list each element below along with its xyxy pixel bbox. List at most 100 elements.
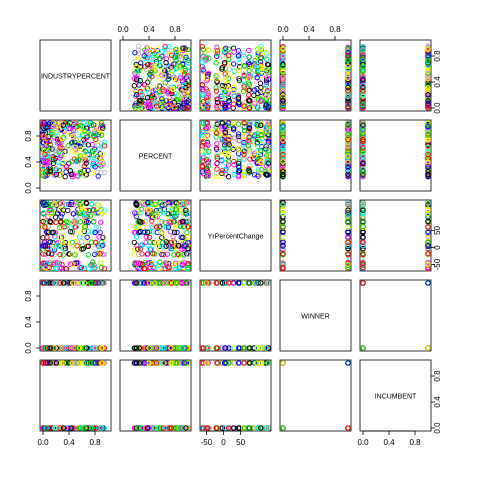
data-point bbox=[150, 251, 156, 257]
data-point bbox=[160, 251, 166, 258]
data-point bbox=[222, 77, 228, 83]
data-point bbox=[345, 142, 351, 148]
data-point bbox=[235, 95, 242, 101]
data-point bbox=[204, 133, 210, 140]
data-point bbox=[136, 67, 142, 74]
data-point bbox=[425, 169, 431, 175]
data-point bbox=[60, 218, 66, 224]
data-point bbox=[219, 173, 225, 180]
data-point bbox=[259, 137, 265, 143]
data-point bbox=[80, 211, 87, 217]
data-point bbox=[345, 245, 351, 252]
data-point bbox=[97, 243, 103, 249]
data-point bbox=[241, 136, 247, 142]
data-point bbox=[264, 128, 270, 134]
data-point bbox=[42, 151, 48, 158]
data-point bbox=[67, 228, 74, 235]
data-point bbox=[97, 251, 103, 257]
data-point bbox=[92, 164, 98, 170]
data-point bbox=[48, 251, 55, 257]
data-point bbox=[345, 136, 351, 143]
data-point bbox=[214, 99, 221, 106]
data-point bbox=[425, 126, 431, 132]
data-point bbox=[225, 174, 232, 180]
data-point bbox=[40, 139, 46, 146]
data-point bbox=[145, 62, 151, 68]
data-point bbox=[68, 201, 74, 208]
data-point bbox=[185, 67, 191, 73]
data-point bbox=[167, 246, 174, 252]
data-point bbox=[345, 120, 351, 126]
data-point bbox=[360, 52, 366, 58]
data-point bbox=[184, 229, 190, 236]
panel-2-1 bbox=[119, 199, 192, 272]
data-point bbox=[258, 159, 265, 166]
data-point bbox=[185, 211, 191, 217]
data-point bbox=[153, 240, 159, 246]
data-point bbox=[263, 125, 269, 131]
data-point bbox=[360, 127, 366, 134]
data-point bbox=[214, 74, 220, 80]
data-point bbox=[173, 207, 179, 213]
data-point bbox=[96, 234, 102, 240]
data-point bbox=[280, 88, 286, 94]
data-point bbox=[263, 171, 270, 177]
data-point bbox=[255, 52, 261, 58]
data-point bbox=[241, 130, 247, 137]
data-point bbox=[241, 133, 247, 139]
data-point bbox=[219, 167, 226, 174]
data-point bbox=[200, 46, 206, 53]
data-point bbox=[241, 82, 247, 88]
data-point bbox=[99, 159, 105, 165]
data-point bbox=[159, 96, 165, 102]
data-point bbox=[200, 129, 206, 136]
data-point bbox=[176, 65, 182, 72]
data-point bbox=[265, 144, 271, 150]
data-point bbox=[135, 50, 142, 57]
data-point bbox=[235, 164, 242, 170]
data-point bbox=[83, 149, 89, 155]
data-point bbox=[77, 206, 83, 212]
data-point bbox=[101, 265, 108, 272]
data-point bbox=[85, 142, 92, 148]
data-point bbox=[280, 159, 286, 165]
data-point bbox=[77, 143, 83, 149]
data-point bbox=[47, 239, 53, 245]
data-point bbox=[59, 200, 66, 206]
data-point bbox=[235, 53, 242, 59]
data-point bbox=[185, 74, 191, 80]
data-point bbox=[70, 211, 77, 217]
data-point bbox=[345, 88, 351, 94]
data-point bbox=[241, 156, 248, 163]
data-point bbox=[182, 242, 188, 248]
data-point bbox=[205, 47, 212, 53]
data-point bbox=[173, 66, 179, 72]
data-point bbox=[185, 64, 191, 71]
data-point bbox=[68, 243, 74, 249]
data-point bbox=[185, 84, 191, 90]
data-point bbox=[88, 122, 95, 129]
data-point bbox=[86, 265, 92, 272]
data-point bbox=[144, 251, 150, 257]
data-point bbox=[280, 85, 286, 91]
data-point bbox=[98, 120, 105, 126]
panel-1-3 bbox=[279, 119, 352, 192]
data-point bbox=[226, 158, 232, 165]
data-point bbox=[80, 265, 86, 271]
data-point bbox=[67, 125, 74, 132]
data-point bbox=[46, 207, 53, 214]
data-point bbox=[222, 129, 228, 136]
data-point bbox=[163, 63, 170, 69]
data-point bbox=[92, 246, 98, 252]
data-point bbox=[182, 45, 188, 51]
data-point bbox=[246, 87, 253, 93]
data-point bbox=[90, 169, 96, 176]
data-point bbox=[223, 74, 229, 80]
data-point bbox=[163, 56, 170, 62]
data-point bbox=[258, 84, 264, 91]
data-point bbox=[69, 140, 75, 146]
data-point bbox=[185, 224, 191, 230]
data-point bbox=[360, 75, 366, 81]
panel-2-0 bbox=[39, 199, 112, 272]
data-point bbox=[246, 81, 253, 88]
